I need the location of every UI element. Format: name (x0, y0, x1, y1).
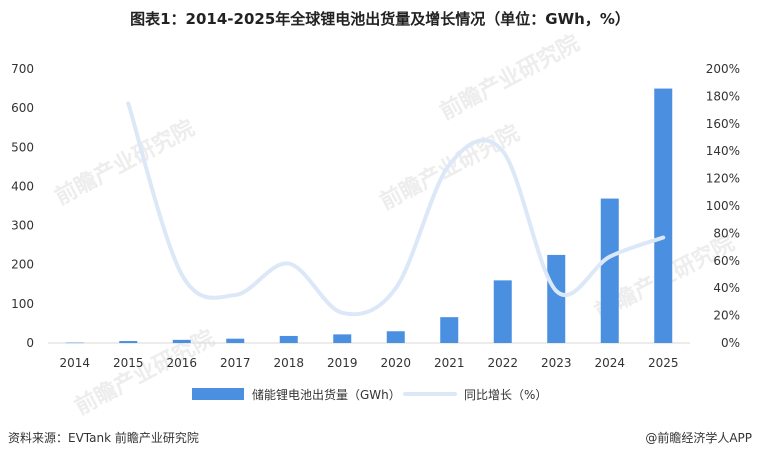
right-axis-tick-label: 20% (713, 309, 740, 323)
watermark-text: 前瞻产业研究院 (436, 30, 584, 125)
bar (65, 342, 84, 344)
left-axis-tick-label: 500 (11, 140, 34, 154)
bar-series (65, 88, 673, 344)
x-axis-tick-label: 2014 (59, 356, 90, 370)
right-axis-tick-label: 160% (706, 117, 740, 131)
x-axis-tick-label: 2015 (113, 356, 144, 370)
bar (226, 338, 245, 343)
bar (654, 88, 673, 343)
chart-title: 图表1：2014-2025年全球锂电池出货量及增长情况（单位：GWh，%） (130, 10, 630, 28)
right-axis-tick-label: 40% (713, 281, 740, 295)
bar (119, 341, 138, 343)
x-axis-tick-label: 2025 (648, 356, 679, 370)
right-axis-tick-label: 100% (706, 199, 740, 213)
right-axis-tick-label: 140% (706, 144, 740, 158)
right-axis-tick-label: 180% (706, 89, 740, 103)
legend: 储能锂电池出货量（GWh） 同比增长（%） (192, 387, 547, 402)
x-axis-tick-label: 2017 (220, 356, 251, 370)
x-axis-tick-label: 2024 (594, 356, 625, 370)
left-axis-tick-label: 600 (11, 101, 34, 115)
bar (440, 317, 459, 343)
right-axis-tick-label: 60% (713, 254, 740, 268)
watermark-text: 前瞻产业研究院 (376, 120, 524, 215)
x-axis-tick-label: 2022 (487, 356, 518, 370)
legend-line-label: 同比增长（%） (464, 388, 547, 402)
x-axis-tick-label: 2023 (541, 356, 572, 370)
credit: @前瞻经济学人APP (645, 431, 752, 445)
legend-bar-label: 储能锂电池出货量（GWh） (252, 387, 401, 402)
right-axis-tick-label: 0% (721, 336, 740, 350)
x-axis-tick-label: 2018 (273, 356, 304, 370)
source-note: 资料来源：EVTank 前瞻产业研究院 (8, 431, 199, 445)
x-axis-ticks: 2014 2015 2016 2017 2018 2019 2020 2021 2022 2023… (59, 356, 678, 370)
bar (172, 339, 191, 343)
right-axis-tick-label: 200% (706, 62, 740, 76)
growth-line (126, 101, 666, 317)
left-axis-ticks: 0 100 200 300 400 500 600 700 (11, 62, 34, 350)
left-axis-tick-label: 200 (11, 258, 34, 272)
left-axis-tick-label: 0 (26, 336, 34, 350)
bar (600, 198, 619, 343)
watermark-text: 前瞻产业研究院 (71, 325, 219, 420)
right-axis-tick-label: 120% (706, 172, 740, 186)
bar (333, 334, 352, 343)
bar (279, 335, 298, 343)
x-axis-tick-label: 2021 (434, 356, 465, 370)
legend-bar-swatch (192, 388, 244, 400)
x-axis-tick-label: 2019 (327, 356, 358, 370)
watermark-text: 前瞻产业研究院 (51, 115, 199, 210)
left-axis-tick-label: 300 (11, 219, 34, 233)
bar (547, 254, 566, 343)
x-axis-tick-label: 2016 (166, 356, 197, 370)
left-axis-tick-label: 100 (11, 297, 34, 311)
x-axis-tick-label: 2020 (380, 356, 411, 370)
bar (493, 280, 512, 343)
bar (386, 331, 405, 343)
left-axis-tick-label: 700 (11, 62, 34, 76)
right-axis-ticks: 0% 20% 40% 60% 80% 100% 120% 140% 160% 180% 200% (706, 62, 740, 350)
right-axis-tick-label: 80% (713, 226, 740, 240)
left-axis-tick-label: 400 (11, 179, 34, 193)
